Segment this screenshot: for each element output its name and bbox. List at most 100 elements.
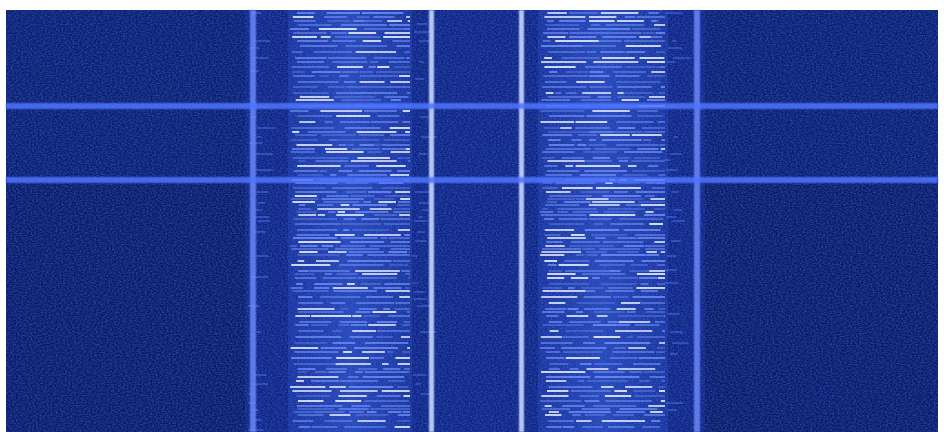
streak: [647, 99, 665, 101]
streak: [363, 201, 371, 203]
streak: [336, 115, 370, 117]
streak: [584, 296, 611, 298]
streak: [620, 408, 658, 410]
streak: [308, 131, 346, 133]
streak: [650, 198, 665, 200]
streak: [414, 220, 427, 222]
streak: [391, 248, 410, 250]
streak: [649, 12, 660, 14]
streak: [339, 264, 383, 266]
streak: [659, 386, 665, 388]
streak: [541, 296, 577, 298]
streak: [668, 47, 681, 49]
streak: [382, 144, 411, 146]
streak: [299, 321, 332, 323]
streak: [547, 201, 557, 203]
streak: [296, 99, 334, 101]
streak: [648, 405, 665, 407]
streak: [555, 92, 561, 94]
streak: [348, 260, 392, 262]
streak: [316, 160, 348, 162]
streak: [400, 198, 410, 200]
streak: [383, 368, 400, 370]
streak: [340, 321, 368, 323]
streak: [542, 151, 574, 153]
streak: [608, 426, 634, 428]
streak: [614, 347, 626, 349]
streak: [313, 411, 345, 413]
streak: [665, 282, 678, 284]
streak: [382, 148, 405, 150]
streak: [661, 148, 665, 150]
streak: [397, 386, 409, 388]
streak: [549, 115, 584, 117]
streak: [395, 357, 410, 359]
streak: [295, 191, 336, 193]
streak: [390, 127, 410, 129]
streak: [628, 347, 646, 349]
streak: [618, 315, 662, 317]
streak: [657, 347, 665, 349]
streak: [573, 211, 598, 213]
streak: [617, 86, 652, 88]
streak: [256, 331, 261, 333]
streak: [637, 148, 658, 150]
streak: [415, 383, 420, 385]
streak: [613, 296, 629, 298]
streak: [618, 92, 624, 94]
streak: [614, 390, 627, 392]
streak: [408, 160, 410, 162]
streak: [378, 115, 400, 117]
streak: [579, 395, 599, 397]
streak: [595, 260, 634, 262]
streak: [330, 302, 345, 304]
streak: [323, 201, 359, 203]
streak: [673, 209, 682, 211]
streak: [549, 144, 575, 146]
streak: [295, 223, 341, 225]
streak: [661, 400, 665, 402]
streak: [291, 198, 318, 200]
streak: [548, 96, 590, 98]
streak: [612, 32, 642, 34]
streak: [660, 66, 665, 68]
streak: [376, 165, 405, 167]
streak: [618, 368, 656, 370]
streak: [632, 170, 665, 172]
streak: [346, 254, 363, 256]
streak: [328, 371, 345, 373]
streak: [541, 45, 583, 47]
streak: [619, 218, 664, 220]
streak: [547, 28, 580, 30]
streak: [374, 214, 397, 216]
streak: [612, 351, 655, 353]
streak: [370, 208, 392, 210]
streak: [312, 426, 338, 428]
streak: [616, 81, 661, 83]
streak: [540, 211, 553, 213]
streak: [293, 86, 318, 88]
streak: [664, 315, 666, 317]
streak: [326, 195, 348, 197]
streak: [592, 201, 635, 203]
streak: [299, 426, 311, 428]
streak: [309, 270, 350, 272]
streak: [569, 245, 614, 247]
streak: [298, 270, 309, 272]
streak: [397, 204, 410, 206]
streak: [293, 92, 329, 94]
streak: [549, 223, 584, 225]
streak: [644, 371, 666, 373]
streak: [322, 245, 334, 247]
streak: [352, 204, 387, 206]
streak: [293, 71, 305, 73]
streak: [326, 368, 347, 370]
streak: [356, 51, 396, 53]
streak: [385, 195, 410, 197]
streak: [594, 336, 621, 338]
streak: [417, 23, 428, 25]
streak: [290, 245, 297, 247]
streak: [580, 363, 592, 365]
streak: [335, 248, 379, 250]
streak: [389, 237, 411, 239]
